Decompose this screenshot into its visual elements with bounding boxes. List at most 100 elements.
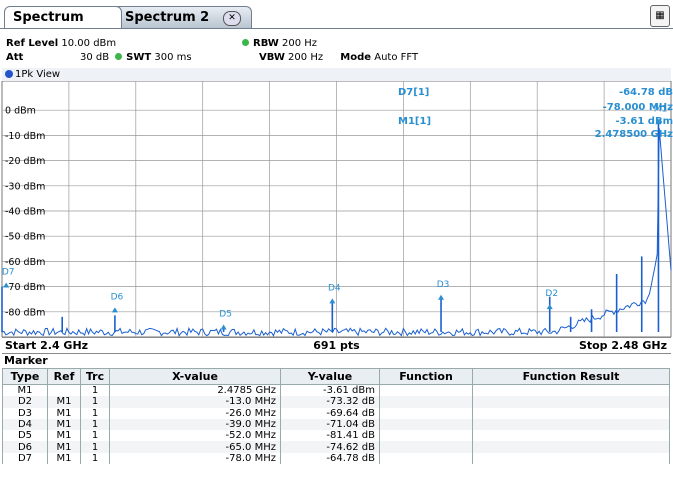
marker-d4-label: D4	[328, 283, 341, 293]
table-cell-ref: M1	[47, 396, 81, 408]
table-row[interactable]: D4 M1 1 -39.0 MHz -71.04 dB	[2, 418, 670, 431]
table-cell-function-result	[472, 418, 670, 431]
marker-d7-label: D7	[2, 268, 15, 278]
vbw-value: 200 Hz	[288, 52, 324, 63]
table-cell-ref: M1	[47, 452, 81, 465]
table-row[interactable]: D2 M1 1 -13.0 MHz -73.32 dB	[2, 396, 670, 408]
y-tick-label: -70 dBm	[5, 282, 45, 293]
table-cell-x-value: -52.0 MHz	[109, 430, 281, 442]
readout-d7-level: -64.78 dB	[619, 87, 673, 98]
start-frequency: Start 2.4 GHz	[5, 339, 89, 352]
marker-section-title: Marker	[4, 354, 48, 367]
table-cell-y-value: -74.62 dB	[280, 441, 380, 453]
swt-value: 300 ms	[154, 52, 192, 63]
col-function[interactable]: Function	[379, 368, 473, 385]
marker-d2-label: D2	[545, 289, 558, 299]
y-tick-label: -20 dBm	[5, 156, 45, 167]
y-axis-tick-labels: 0 dBm -10 dBm -20 dBm -30 dBm -40 dBm -50 dBm…	[5, 106, 45, 319]
table-cell-ref: M1	[47, 418, 81, 431]
marker-d6-symbol	[111, 307, 118, 313]
table-cell-function-result	[472, 384, 670, 397]
tab-divider	[0, 28, 673, 29]
table-cell-trc: 1	[80, 407, 110, 419]
table-cell-function-result	[472, 430, 670, 442]
table-cell-type: D2	[2, 396, 48, 408]
table-cell-function	[379, 430, 473, 442]
col-x-value[interactable]: X-value	[109, 368, 281, 385]
table-row[interactable]: D7 M1 1 -78.0 MHz -64.78 dB	[2, 452, 670, 465]
table-row[interactable]: D6 M1 1 -65.0 MHz -74.62 dB	[2, 441, 670, 453]
readout-m1-level: -3.61 dBm	[615, 116, 673, 127]
table-cell-y-value: -64.78 dB	[280, 452, 380, 465]
table-cell-function	[379, 418, 473, 431]
rbw-setting: RBW 200 Hz	[236, 38, 317, 49]
col-type[interactable]: Type	[2, 368, 48, 385]
col-ref[interactable]: Ref	[47, 368, 81, 385]
marker-d3-label: D3	[437, 280, 450, 290]
ref-level-label: Ref Level	[6, 38, 59, 49]
tab-spectrum-label: Spectrum	[13, 10, 84, 25]
marker-d7-symbol	[3, 282, 10, 288]
table-cell-y-value: -73.32 dB	[280, 396, 380, 408]
table-cell-x-value: 2.4785 GHz	[109, 384, 281, 397]
table-cell-type: D7	[2, 452, 48, 465]
ref-level-setting: Ref Level 10.00 dBm	[6, 38, 116, 49]
col-function-result[interactable]: Function Result	[472, 368, 670, 385]
y-tick-label: -60 dBm	[5, 257, 45, 268]
stop-frequency: Stop 2.48 GHz	[578, 339, 667, 352]
readout-m1-freq: 2.478500 GHz	[595, 129, 673, 140]
table-cell-x-value: -26.0 MHz	[109, 407, 281, 419]
att-setting: Att	[6, 52, 23, 63]
close-x-icon[interactable]: ✕	[223, 11, 241, 26]
y-tick-label: -10 dBm	[5, 131, 45, 142]
readout-d7-freq: -78.000 MHz	[603, 102, 673, 113]
table-row[interactable]: M1 1 2.4785 GHz -3.61 dBm	[2, 384, 670, 397]
tab-spectrum[interactable]: Spectrum	[4, 6, 122, 28]
marker-d4-symbol	[329, 298, 336, 304]
table-cell-trc: 1	[80, 452, 110, 465]
att-value: 30 dB	[80, 52, 110, 63]
view-label: 1Pk View	[15, 69, 61, 80]
table-cell-trc: 1	[80, 418, 110, 431]
vbw-label: VBW	[259, 52, 285, 63]
readout-d7-label: D7[1]	[398, 87, 429, 98]
sweep-points: 691 pts	[313, 339, 360, 352]
table-cell-type: D4	[2, 418, 48, 431]
rbw-label: RBW	[253, 38, 279, 49]
spectrum-plot[interactable]: 0 dBm -10 dBm -20 dBm -30 dBm -40 dBm -50 dBm…	[0, 81, 673, 337]
display-config-icon[interactable]: ▦	[650, 5, 670, 27]
trace-indicator-icon	[5, 70, 13, 78]
table-cell-function-result	[472, 407, 670, 419]
rbw-indicator-icon	[242, 39, 249, 46]
marker-d6-label: D6	[111, 292, 124, 302]
table-cell-function-result	[472, 441, 670, 453]
marker-readout: D7[1] -64.78 dB -78.000 MHz M1[1] -3.61 …	[398, 87, 673, 140]
att-swt-setting: 30 dB SWT 300 ms	[80, 52, 192, 63]
table-row[interactable]: D3 M1 1 -26.0 MHz -69.64 dB	[2, 407, 670, 419]
table-cell-function	[379, 396, 473, 408]
table-cell-trc: 1	[80, 441, 110, 453]
table-cell-y-value: -81.41 dB	[280, 430, 380, 442]
table-cell-function	[379, 441, 473, 453]
col-trc[interactable]: Trc	[80, 368, 110, 385]
y-tick-label: -80 dBm	[5, 307, 45, 318]
table-cell-function	[379, 407, 473, 419]
marker-d5-label: D5	[219, 309, 232, 319]
tab-spectrum-2[interactable]: Spectrum 2 ✕	[112, 6, 252, 28]
table-cell-x-value: -65.0 MHz	[109, 441, 281, 453]
marker-table-header: Type Ref Trc X-value Y-value Function Fu…	[2, 368, 670, 385]
marker-m1-symbol	[655, 119, 662, 125]
swt-indicator-icon	[115, 53, 123, 60]
table-cell-function-result	[472, 396, 670, 408]
col-y-value[interactable]: Y-value	[280, 368, 380, 385]
table-row[interactable]: D5 M1 1 -52.0 MHz -81.41 dB	[2, 430, 670, 442]
table-cell-ref: M1	[47, 441, 81, 453]
y-tick-label: -40 dBm	[5, 207, 45, 218]
table-cell-type: D5	[2, 430, 48, 442]
ref-level-value: 10.00 dBm	[61, 38, 117, 49]
mode-label: Mode	[340, 52, 372, 63]
vbw-setting: VBW 200 Hz Mode Auto FFT	[259, 52, 418, 63]
y-tick-label: 0 dBm	[5, 106, 36, 117]
table-cell-function-result	[472, 452, 670, 465]
swt-label: SWT	[126, 52, 152, 63]
